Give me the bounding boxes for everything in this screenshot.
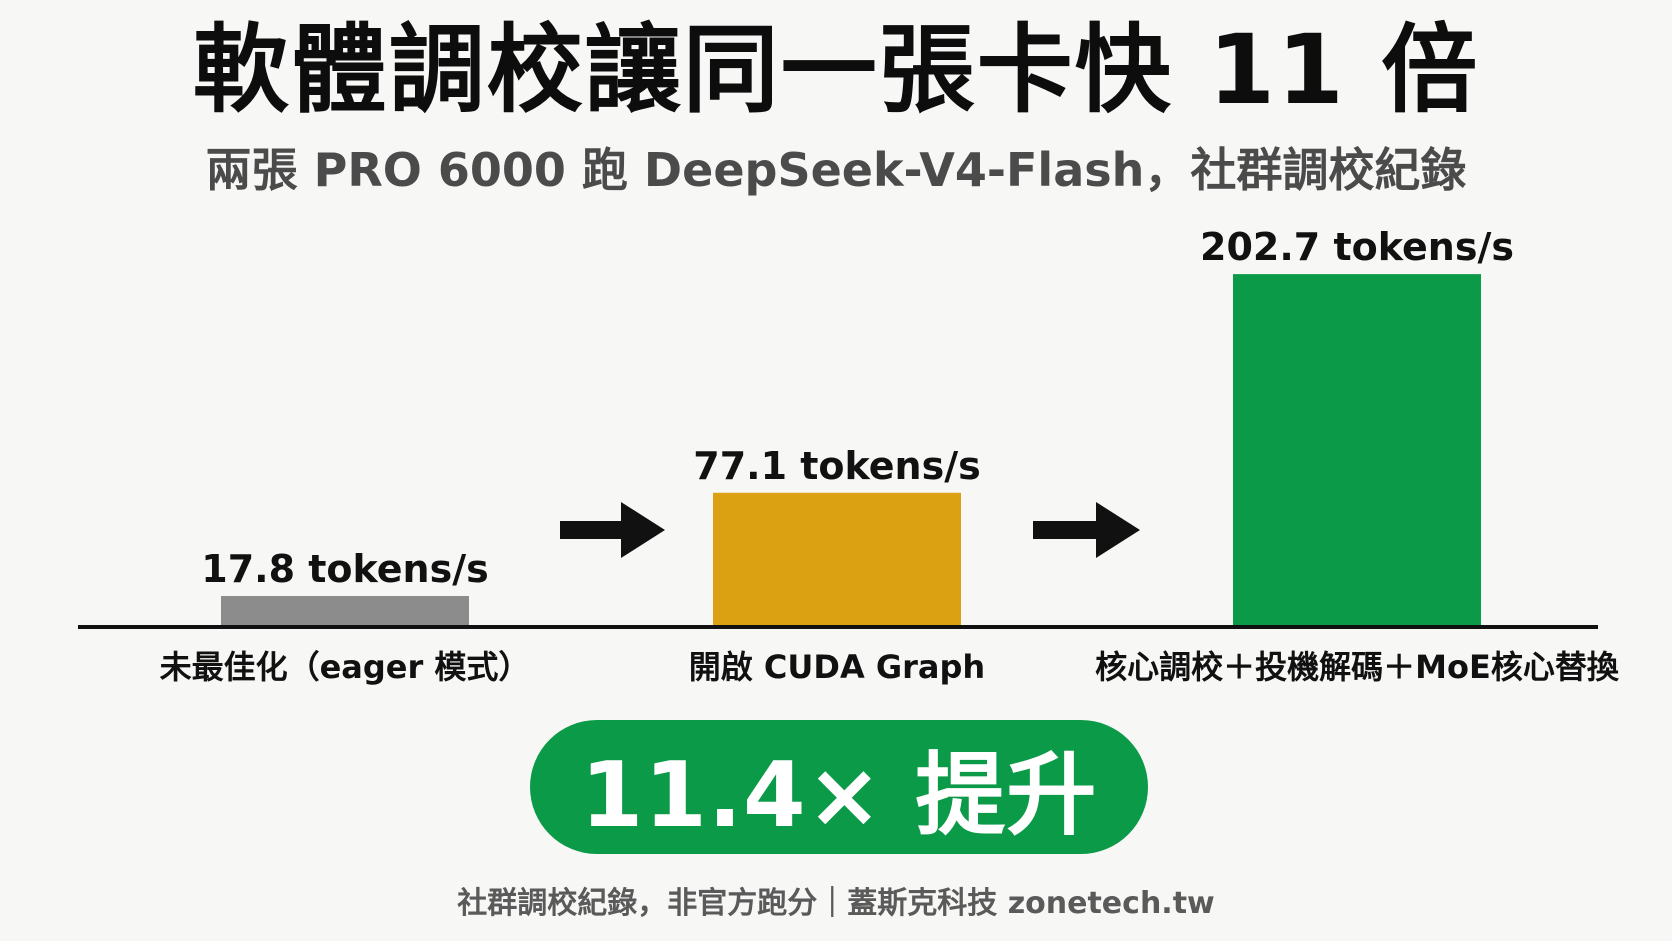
- bar-1: [221, 596, 469, 627]
- progress-arrow-icon-2: [1033, 502, 1140, 558]
- category-label-1: 未最佳化（eager 模式）: [160, 648, 531, 686]
- page-subtitle: 兩張 PRO 6000 跑 DeepSeek-V4-Flash，社群調校紀錄: [205, 143, 1467, 197]
- bar-value-label-2: 77.1 tokens/s: [693, 444, 980, 488]
- page-title: 軟體調校讓同一張卡快 11 倍: [192, 14, 1480, 126]
- bar-3: [1233, 274, 1481, 627]
- category-label-3: 核心調校＋投機解碼＋MoE核心替換: [1095, 648, 1620, 686]
- bar-value-label-1: 17.8 tokens/s: [201, 547, 488, 591]
- footer-credit: 社群調校紀錄，非官方跑分｜蓋斯克科技 zonetech.tw: [457, 886, 1215, 921]
- speedup-badge: 11.4× 提升: [530, 720, 1148, 854]
- speedup-badge-text: 11.4× 提升: [580, 743, 1098, 848]
- bar-2: [713, 492, 961, 627]
- bar-value-label-3: 202.7 tokens/s: [1200, 225, 1514, 269]
- category-label-2: 開啟 CUDA Graph: [689, 648, 985, 686]
- progress-arrow-icon-1: [560, 502, 665, 558]
